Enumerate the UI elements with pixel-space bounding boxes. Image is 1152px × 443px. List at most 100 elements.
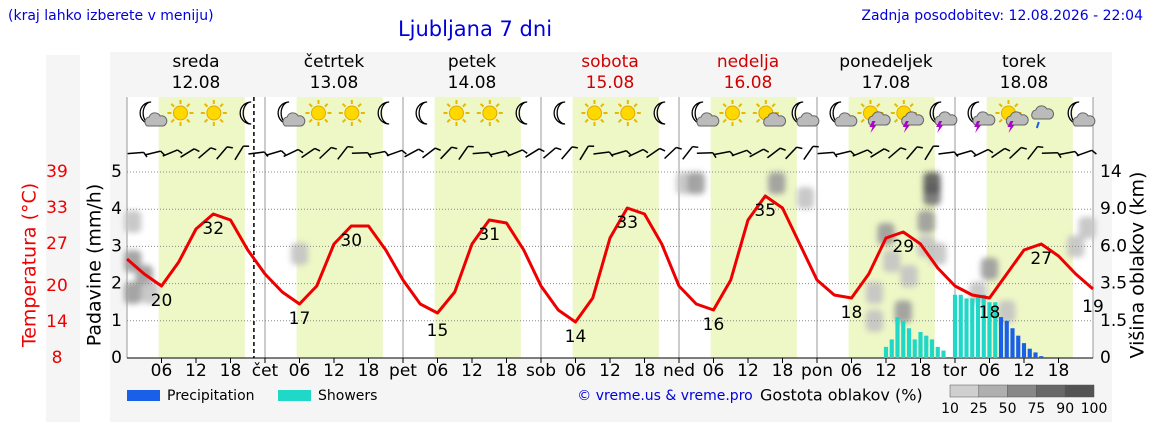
precip-bar (1016, 335, 1021, 358)
sun-disc (206, 105, 222, 121)
sun-icon (338, 100, 365, 126)
cloud-cell (998, 300, 1016, 323)
x-tick-label: ned (663, 361, 695, 381)
x-tick-label: 12 (1013, 361, 1035, 381)
wind-barb (489, 150, 511, 156)
wind-shaft (543, 147, 557, 159)
cloud-legend-box (978, 384, 1008, 398)
sun-disc (482, 105, 498, 121)
wind-barb (198, 147, 217, 159)
wind-barb (319, 146, 337, 160)
temperature-line (126, 194, 1094, 324)
wind-barb (283, 148, 304, 158)
y2-tick-label: 14 (1100, 162, 1122, 182)
precip-bar (998, 317, 1004, 358)
precip-bar (975, 294, 981, 358)
precip-bar (1021, 343, 1027, 358)
wind-shaft (144, 150, 161, 156)
temperature-tick-label: 33 (46, 198, 68, 218)
wind-shaft (458, 145, 469, 161)
wind-shaft (234, 145, 244, 161)
sun-disc (310, 105, 326, 121)
precip-bar (895, 317, 900, 358)
wind-barb (422, 147, 441, 159)
wind-barb (888, 147, 907, 159)
sun-ray (617, 103, 623, 108)
wind-barb (682, 145, 699, 160)
wind-barb (162, 149, 183, 157)
y2-tick-label: 9.0 (1100, 199, 1127, 219)
cloud-cell (980, 257, 999, 280)
wind-feather (347, 145, 354, 149)
wind-feather (796, 146, 803, 150)
day-date: 16.08 (724, 73, 773, 93)
wind-feather (467, 145, 474, 148)
wind-shaft (248, 151, 265, 155)
y2-tick-label: 3.5 (1100, 274, 1127, 294)
wind-shaft (973, 148, 989, 158)
wind-barb (785, 146, 803, 160)
moon-icon (553, 101, 566, 125)
wind-feather (953, 151, 959, 157)
day-name: četrtek (304, 52, 365, 72)
wind-feather (916, 146, 923, 149)
wind-feather (850, 150, 856, 156)
x-tick-label: 18 (358, 361, 380, 381)
x-tick-label: 18 (634, 361, 656, 381)
wind-shaft (525, 148, 540, 158)
temperature-annotation: 19 (1082, 297, 1104, 317)
cloud-legend-label: 90 (1056, 401, 1074, 417)
x-tick-label: 06 (151, 361, 173, 381)
temperature-tick-label: 8 (52, 348, 63, 368)
sun-ray (308, 103, 313, 108)
sun-icon (200, 100, 227, 126)
sun-icon (167, 100, 194, 126)
y-tick-label: 5 (111, 162, 122, 182)
wind-barb (749, 148, 770, 158)
wind-shaft (1027, 146, 1039, 160)
bolt-icon (974, 121, 982, 133)
wind-feather (625, 150, 632, 156)
precip-bar (901, 320, 906, 358)
wind-barb (852, 149, 873, 157)
y2-tick-label: 0 (1100, 348, 1111, 368)
wind-feather (505, 150, 511, 156)
daylight (710, 97, 797, 358)
note: (kraj lahko izberete v meniju) (8, 8, 214, 24)
moon-icon (415, 101, 428, 125)
sun-ray (633, 103, 638, 108)
sun-ray (722, 103, 727, 108)
wind-barb (579, 145, 595, 161)
wind-shaft (369, 150, 386, 156)
precip-bar (1010, 328, 1015, 358)
wind-feather (1057, 152, 1062, 159)
sun-icon (581, 100, 608, 126)
wind-feather (263, 151, 269, 157)
temperature-annotation: 20 (151, 291, 173, 311)
precip-bar (952, 294, 958, 358)
moon-icon (377, 101, 390, 125)
precip-bar (1033, 352, 1038, 358)
day-name: nedelja (717, 52, 779, 72)
temperature-tick-label: 14 (46, 312, 68, 332)
cloud-icon (144, 112, 168, 127)
wind-barb (1027, 145, 1044, 160)
cloud-legend-label: 10 (941, 401, 959, 417)
wind-shaft (301, 147, 316, 159)
temperature-annotation: 27 (1030, 249, 1052, 269)
wind-feather (522, 149, 528, 155)
wind-shaft (785, 146, 798, 160)
wind-feather (933, 145, 940, 147)
wind-feather (538, 148, 545, 153)
sun-ray (446, 118, 451, 123)
day-date: 13.08 (310, 73, 359, 93)
x-tick-label: 12 (323, 361, 345, 381)
sun-ray (600, 118, 605, 123)
temperature-annotation: 31 (478, 225, 500, 245)
sun-ray (998, 118, 1003, 123)
cloud-cell (929, 242, 947, 265)
wind-feather (280, 150, 287, 156)
sun-ray (357, 118, 362, 123)
wind-barb (351, 152, 372, 159)
wind-shaft (938, 151, 955, 155)
